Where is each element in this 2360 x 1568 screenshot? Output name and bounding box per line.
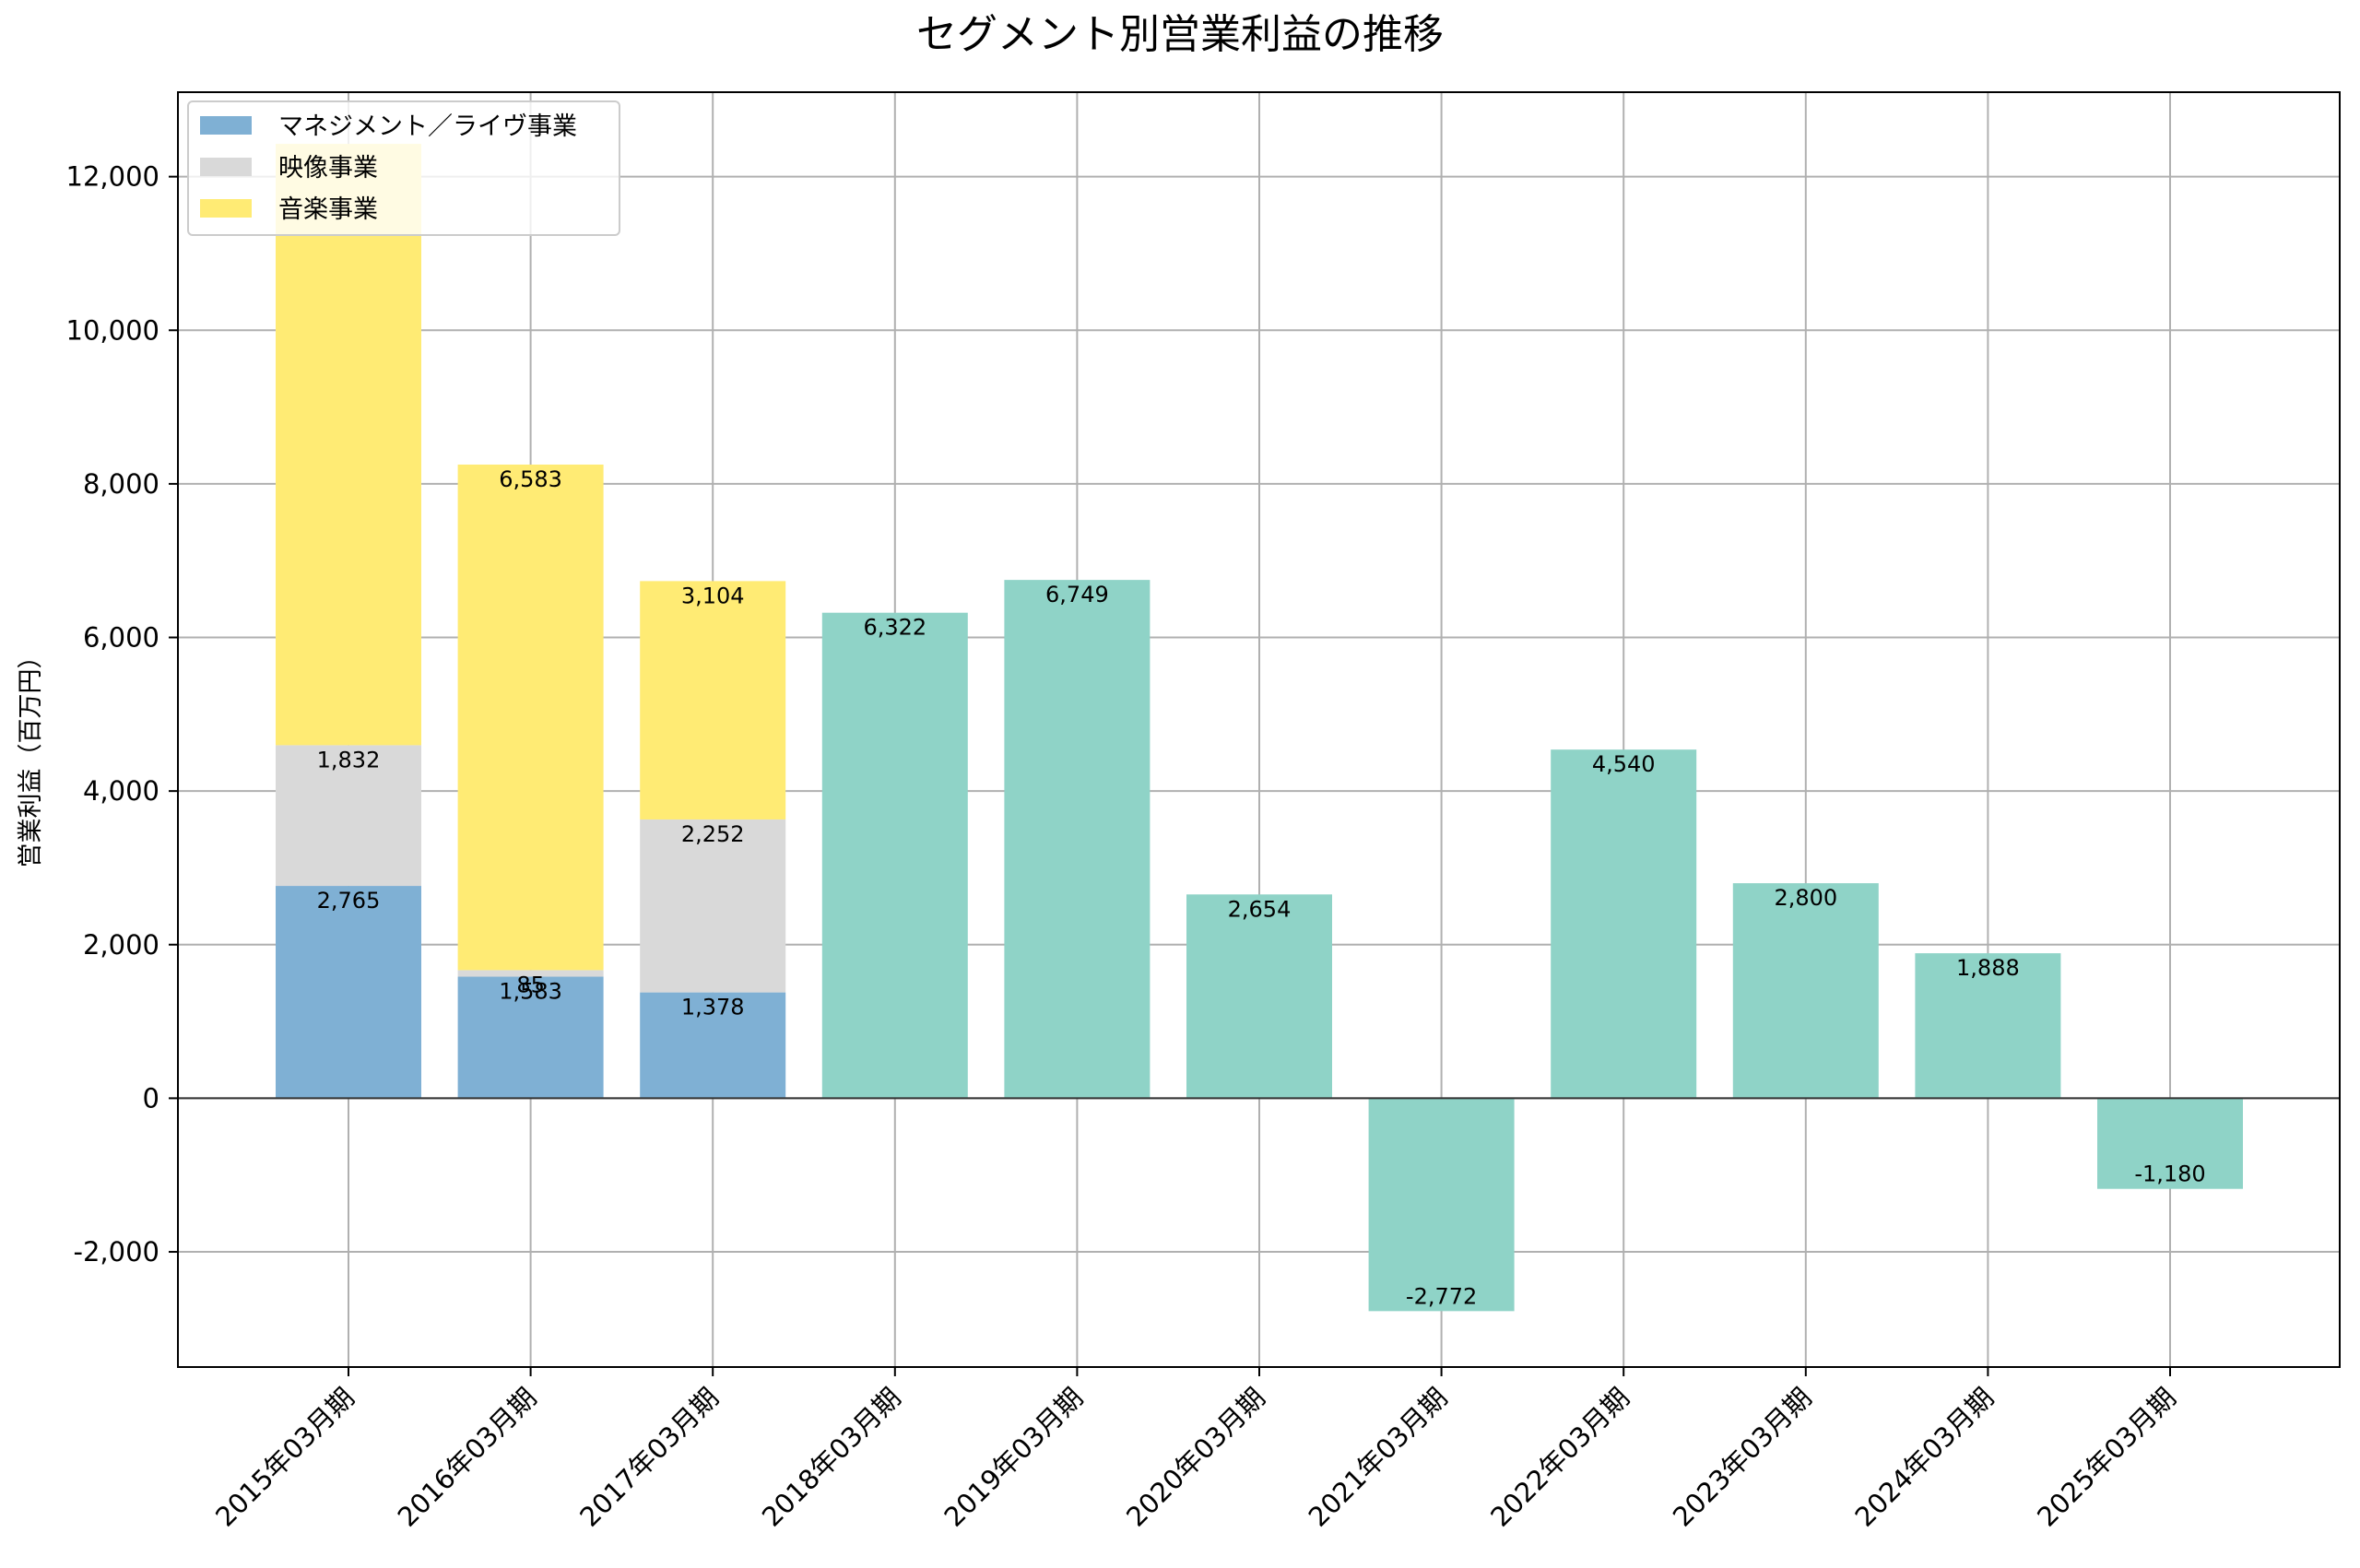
x-tick-label: 2020年03月期 — [1120, 1382, 1271, 1533]
x-tick-label: 2015年03月期 — [209, 1382, 360, 1533]
y-tick-label: 4,000 — [83, 775, 159, 807]
data-label: 1,583 — [499, 979, 562, 1005]
bar-segment — [457, 976, 604, 1099]
x-tick-label: 2024年03月期 — [1848, 1382, 2000, 1533]
bars — [276, 144, 2243, 1312]
x-tick-label: 2016年03月期 — [392, 1382, 543, 1533]
legend-swatch — [200, 158, 252, 176]
x-tick-label: 2019年03月期 — [938, 1382, 1089, 1533]
legend-label: 映像事業 — [278, 154, 378, 183]
legend-swatch — [200, 116, 252, 135]
data-label: 1,378 — [681, 995, 745, 1020]
x-tick-label: 2023年03月期 — [1667, 1382, 1818, 1533]
bar-total — [1186, 894, 1332, 1099]
y-axis-label: 営業利益（百万円） — [17, 644, 45, 868]
legend-swatch — [200, 199, 252, 218]
y-tick-label: 12,000 — [66, 161, 159, 193]
data-label: 85 — [516, 972, 545, 997]
data-label: 6,749 — [1045, 582, 1109, 607]
bar-segment — [640, 992, 786, 1099]
y-tick-label: 10,000 — [66, 314, 159, 346]
bar-segment — [276, 745, 421, 887]
x-tick-label: 2021年03月期 — [1303, 1382, 1454, 1533]
data-label: 2,765 — [317, 888, 381, 914]
bar-total — [1551, 749, 1697, 1099]
data-label: 2,654 — [1228, 896, 1292, 922]
data-label: 1,888 — [1956, 955, 2020, 981]
y-tick-label: 8,000 — [83, 468, 159, 500]
x-tick-label: 2022年03月期 — [1484, 1382, 1635, 1533]
y-tick-label: 2,000 — [83, 929, 159, 961]
bar-segment — [276, 886, 421, 1099]
bar-segment — [457, 464, 604, 971]
bar-total — [1915, 953, 2061, 1099]
bar-segment — [457, 970, 604, 977]
data-label: 2,252 — [681, 821, 745, 847]
x-tick-label: 2018年03月期 — [756, 1382, 907, 1533]
bar-total — [1004, 580, 1150, 1099]
bar-segment — [640, 581, 786, 819]
data-label: -2,772 — [1406, 1283, 1477, 1309]
y-tick-label: 6,000 — [83, 622, 159, 654]
bar-total — [1732, 883, 1879, 1099]
x-tick-label: 2017年03月期 — [573, 1382, 725, 1533]
data-label: 3,104 — [681, 583, 745, 608]
data-label: 2,800 — [1774, 885, 1837, 911]
data-label: 6,322 — [863, 615, 926, 641]
bar-segment — [276, 144, 421, 746]
y-tick-label: -2,000 — [74, 1236, 160, 1267]
bar-total — [1368, 1098, 1515, 1312]
data-label: 6,583 — [499, 466, 562, 492]
y-tick-label: 0 — [143, 1082, 159, 1114]
bar-segment — [640, 819, 786, 993]
legend-label: マネジメント／ライヴ事業 — [278, 112, 577, 141]
bar-total — [2097, 1098, 2243, 1189]
bar-total — [821, 612, 968, 1099]
data-label: 4,540 — [1592, 751, 1656, 777]
legend-label: 音楽事業 — [278, 195, 378, 224]
x-tick-label: 2025年03月期 — [2031, 1382, 2182, 1533]
data-label: 1,832 — [317, 747, 381, 772]
legend-box — [187, 100, 620, 236]
data-label: -1,180 — [2134, 1161, 2205, 1187]
chart-title: セグメント別営業利益の推移 — [916, 11, 1444, 58]
